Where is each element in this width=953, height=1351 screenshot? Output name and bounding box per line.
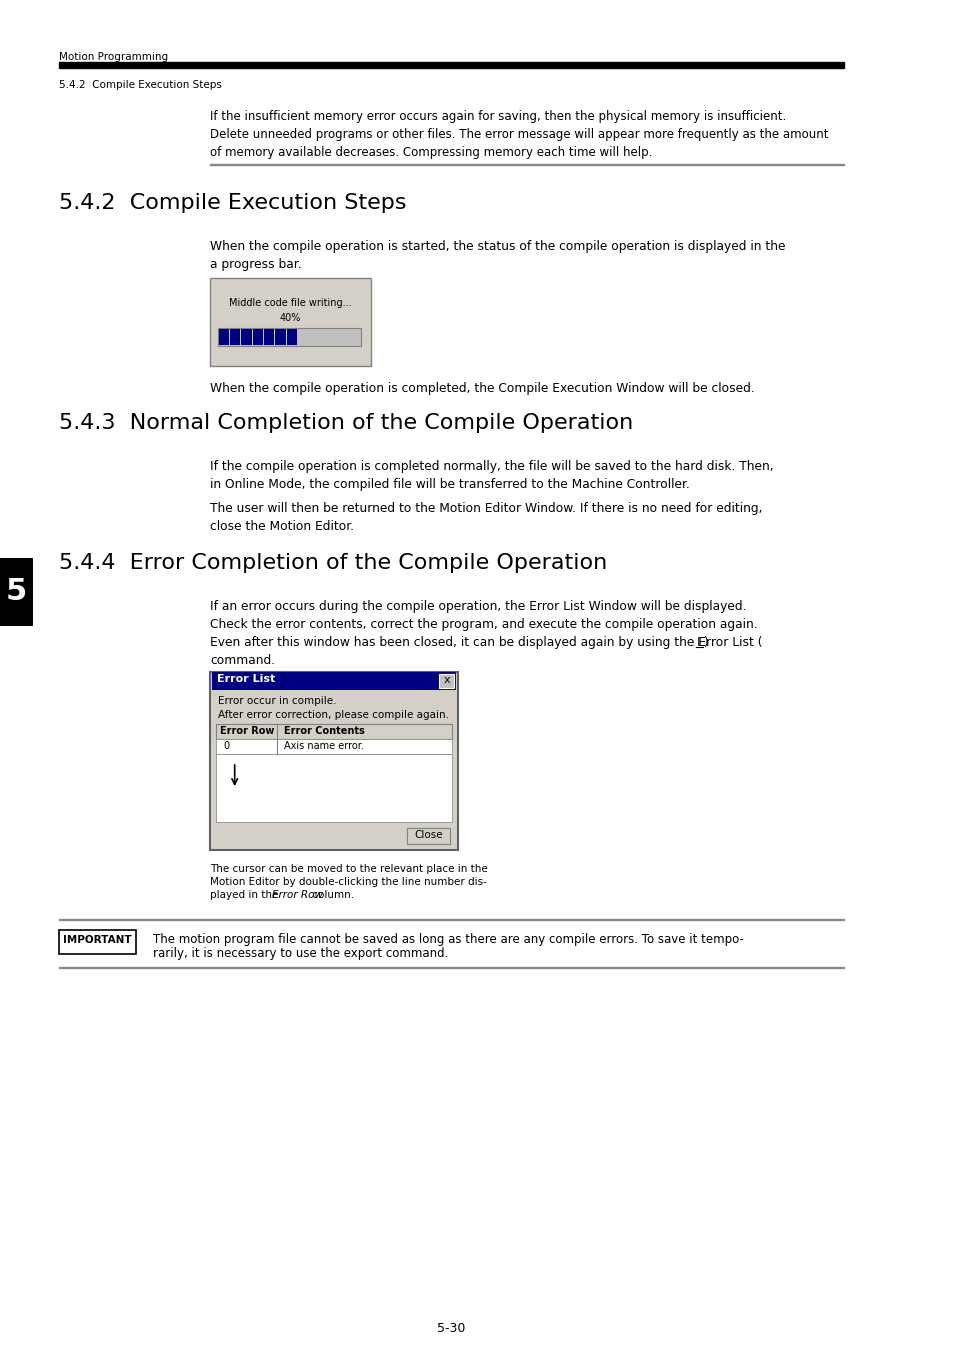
Bar xyxy=(215,724,452,739)
Bar xyxy=(275,330,286,345)
Text: 5: 5 xyxy=(6,577,27,607)
Text: a progress bar.: a progress bar. xyxy=(210,258,301,272)
Text: The cursor can be moved to the relevant place in the: The cursor can be moved to the relevant … xyxy=(210,865,487,874)
Text: If the insufficient memory error occurs again for saving, then the physical memo: If the insufficient memory error occurs … xyxy=(210,109,785,123)
Text: 40%: 40% xyxy=(279,313,301,323)
Text: When the compile operation is started, the status of the compile operation is di: When the compile operation is started, t… xyxy=(210,240,784,253)
Text: x: x xyxy=(443,676,450,685)
Text: Axis name error.: Axis name error. xyxy=(284,740,363,751)
Text: command.: command. xyxy=(210,654,274,667)
Bar xyxy=(59,62,843,68)
Bar xyxy=(253,330,263,345)
Text: When the compile operation is completed, the Compile Execution Window will be cl: When the compile operation is completed,… xyxy=(210,382,754,394)
Text: close the Motion Editor.: close the Motion Editor. xyxy=(210,520,354,534)
Text: The motion program file cannot be saved as long as there are any compile errors.: The motion program file cannot be saved … xyxy=(153,934,743,946)
Text: Error Row: Error Row xyxy=(272,890,322,900)
Text: 5-30: 5-30 xyxy=(436,1323,465,1335)
Text: Error List: Error List xyxy=(216,674,274,684)
Text: 5.4.4  Error Completion of the Compile Operation: 5.4.4 Error Completion of the Compile Op… xyxy=(59,553,606,573)
Text: column.: column. xyxy=(308,890,354,900)
Text: ): ) xyxy=(702,636,707,648)
Text: Error occur in compile.: Error occur in compile. xyxy=(217,696,335,707)
Text: Motion Programming: Motion Programming xyxy=(59,51,168,62)
Text: If the compile operation is completed normally, the file will be saved to the ha: If the compile operation is completed no… xyxy=(210,459,773,473)
Text: 5.4.2  Compile Execution Steps: 5.4.2 Compile Execution Steps xyxy=(59,80,221,91)
Bar xyxy=(438,674,454,688)
Bar xyxy=(241,330,252,345)
Text: IMPORTANT: IMPORTANT xyxy=(63,935,132,944)
Bar xyxy=(407,828,450,844)
Bar xyxy=(287,330,296,345)
Text: Motion Editor by double-clicking the line number dis-: Motion Editor by double-clicking the lin… xyxy=(210,877,486,888)
Bar xyxy=(215,754,452,821)
Text: of memory available decreases. Compressing memory each time will help.: of memory available decreases. Compressi… xyxy=(210,146,652,159)
Text: Delete unneeded programs or other files. The error message will appear more freq: Delete unneeded programs or other files.… xyxy=(210,128,828,141)
Bar xyxy=(218,330,229,345)
Text: Middle code file writing...: Middle code file writing... xyxy=(229,299,352,308)
Text: 5.4.3  Normal Completion of the Compile Operation: 5.4.3 Normal Completion of the Compile O… xyxy=(59,413,632,434)
Text: Check the error contents, correct the program, and execute the compile operation: Check the error contents, correct the pr… xyxy=(210,617,757,631)
Bar xyxy=(264,330,274,345)
Bar xyxy=(217,328,361,346)
Bar xyxy=(210,278,371,366)
Text: Even after this window has been closed, it can be displayed again by using the E: Even after this window has been closed, … xyxy=(210,636,761,648)
Bar xyxy=(0,558,33,626)
Text: The user will then be returned to the Motion Editor Window. If there is no need : The user will then be returned to the Mo… xyxy=(210,503,761,515)
Bar xyxy=(210,671,457,850)
Text: 0: 0 xyxy=(223,740,230,751)
Text: L: L xyxy=(696,636,702,648)
Bar xyxy=(59,929,136,954)
Text: 5.4.2  Compile Execution Steps: 5.4.2 Compile Execution Steps xyxy=(59,193,406,213)
Text: After error correction, please compile again.: After error correction, please compile a… xyxy=(217,711,448,720)
Text: Error Row: Error Row xyxy=(219,725,274,736)
Text: played in the: played in the xyxy=(210,890,281,900)
Bar xyxy=(212,671,456,690)
Text: in Online Mode, the compiled file will be transferred to the Machine Controller.: in Online Mode, the compiled file will b… xyxy=(210,478,689,490)
Bar xyxy=(215,739,452,754)
Text: Error Contents: Error Contents xyxy=(284,725,364,736)
Text: rarily, it is necessary to use the export command.: rarily, it is necessary to use the expor… xyxy=(153,947,448,961)
Text: If an error occurs during the compile operation, the Error List Window will be d: If an error occurs during the compile op… xyxy=(210,600,746,613)
Text: Close: Close xyxy=(414,830,442,840)
Bar xyxy=(230,330,240,345)
